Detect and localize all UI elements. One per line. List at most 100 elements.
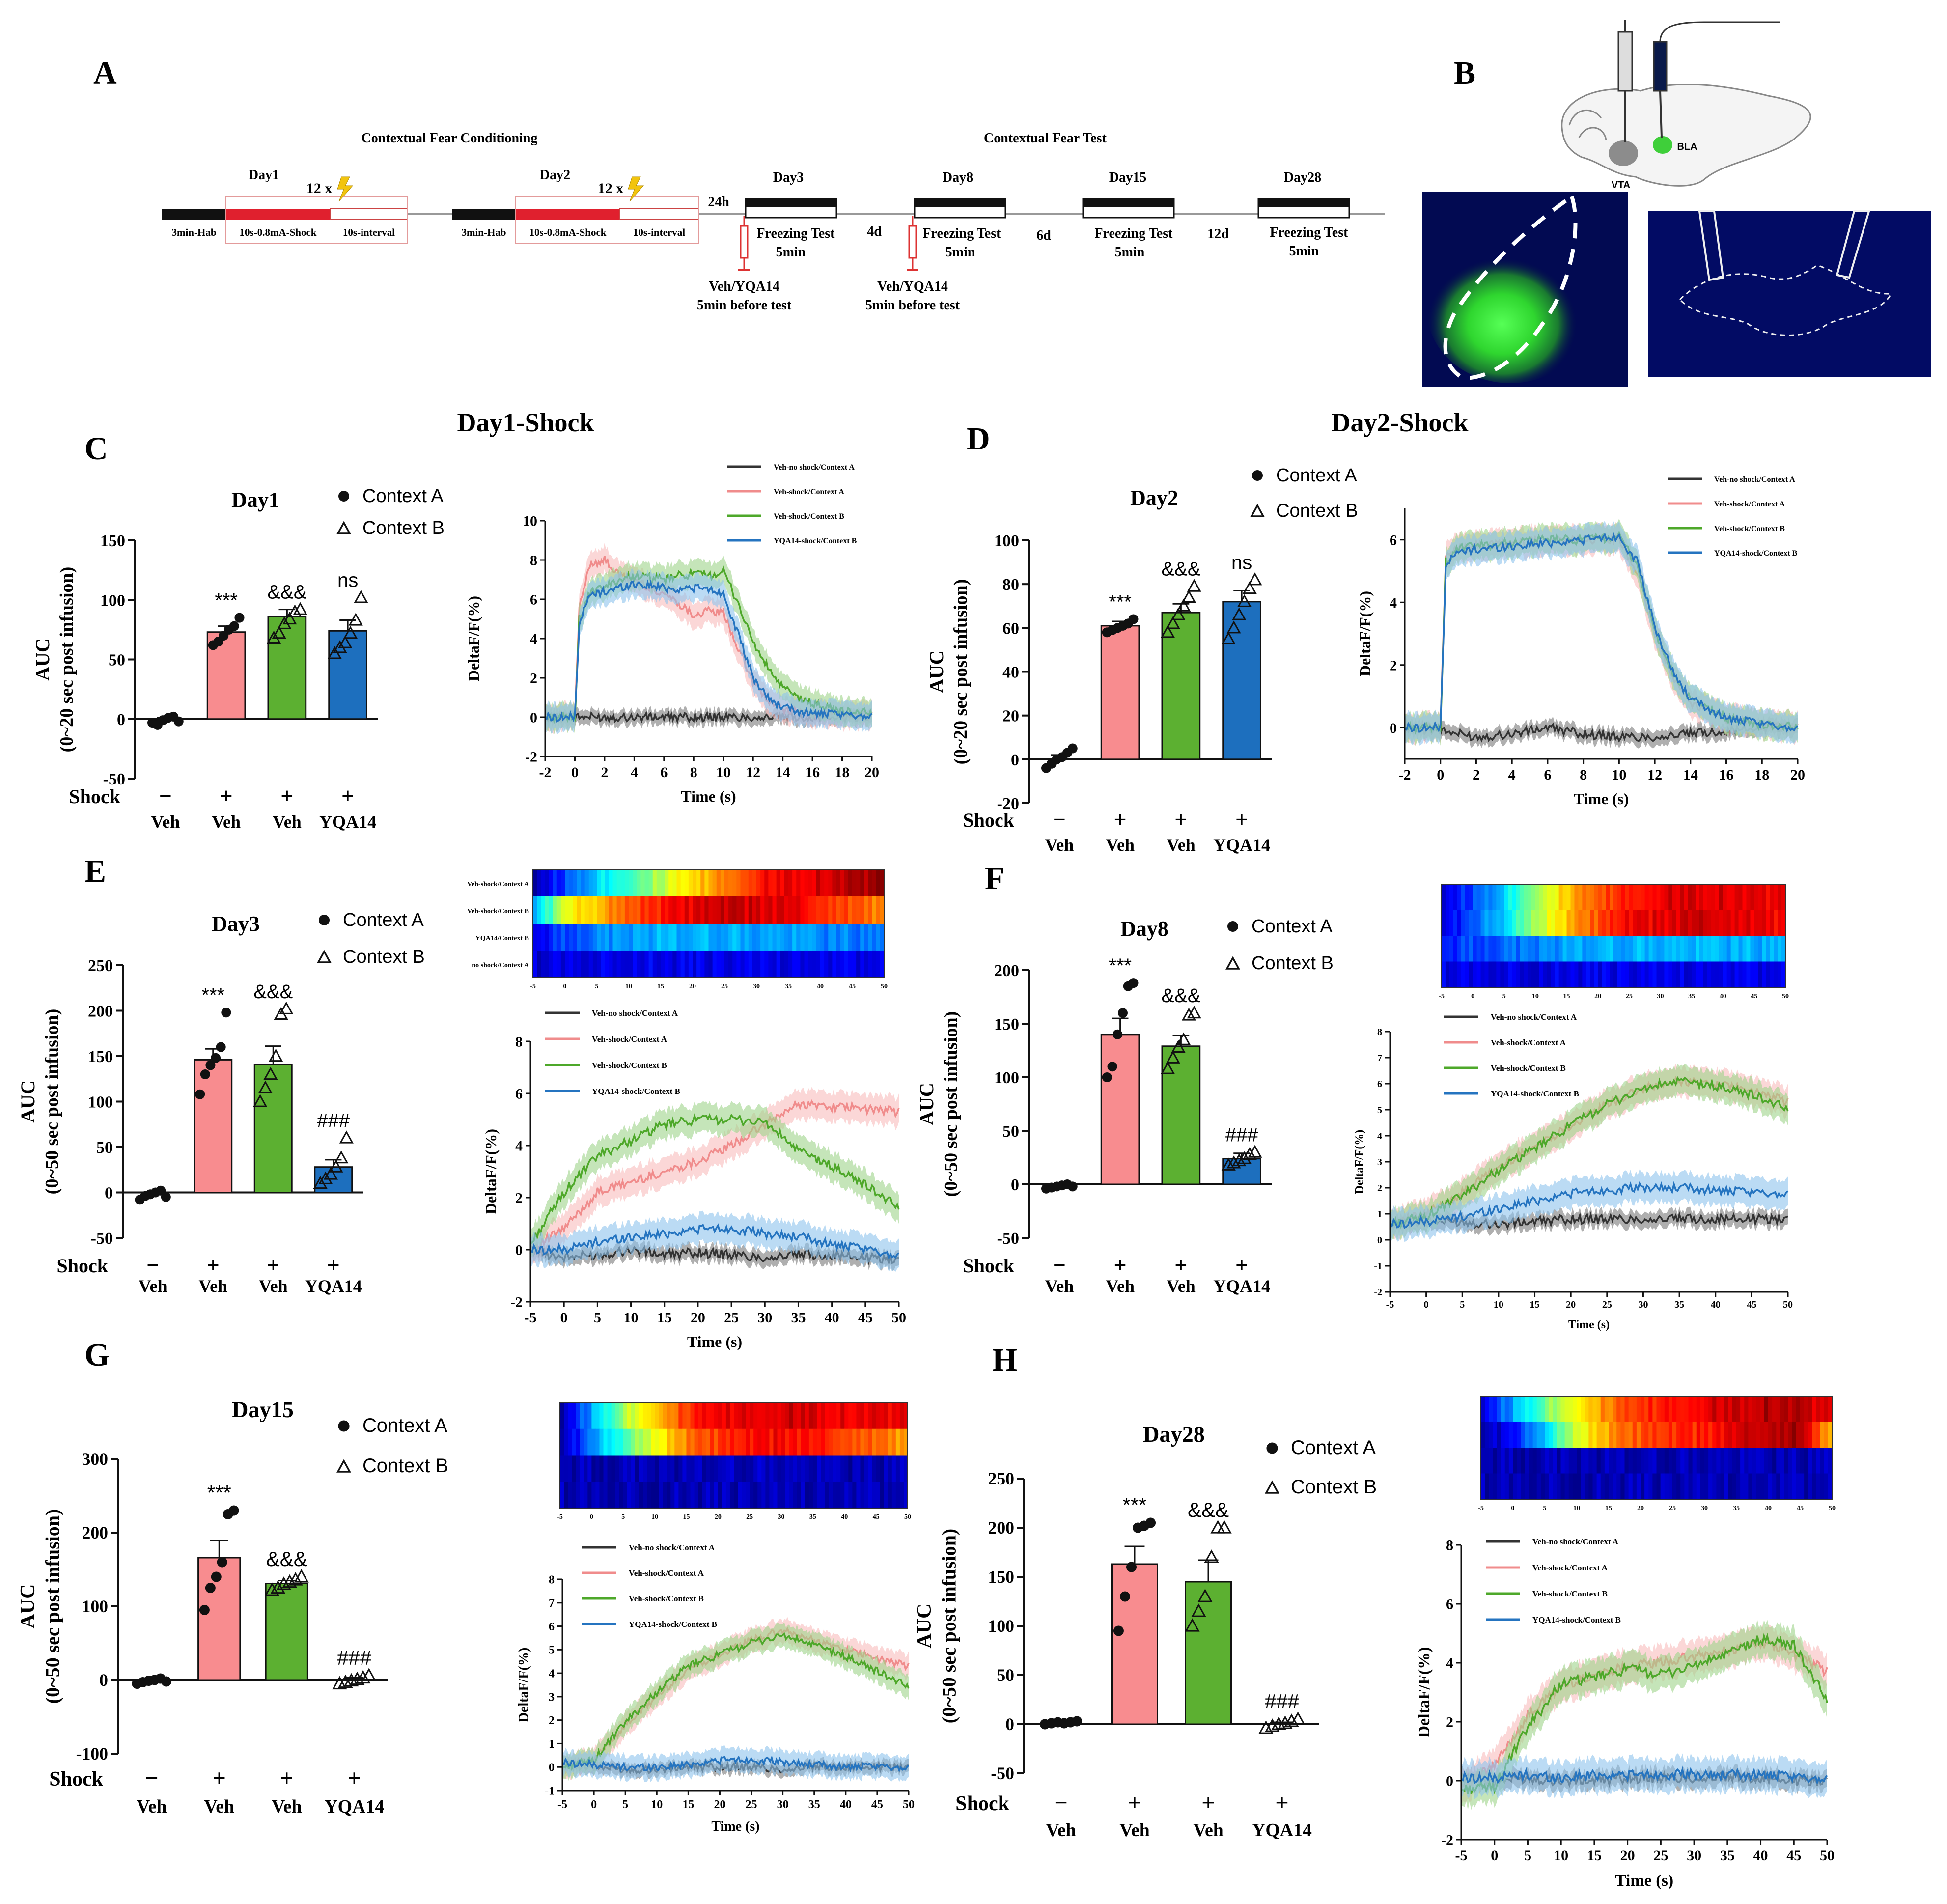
bar [1100,625,1140,760]
y-tick-label: 4 [1390,595,1397,611]
heatmap-cell [725,1455,730,1482]
heatmap-cell [1696,910,1700,936]
heatmap-cell [772,924,777,951]
heatmap-cell [1469,961,1474,988]
heatmap-cell [852,1482,857,1509]
heatmap-cell [899,1402,904,1429]
heatmap-cell [833,1428,837,1456]
heatmap-cell [560,896,565,924]
heatmap-cell [1692,936,1696,962]
data-point [339,1130,354,1144]
heatmap-cell [1732,1396,1737,1423]
heatmap-cell [573,951,577,978]
heatmap-cell [1652,884,1657,911]
heatmap-cell [1699,910,1704,936]
heatmap-cell [686,1428,691,1456]
heatmap-cell [1560,1396,1565,1423]
heatmap-x-tick-label: 0 [1471,993,1474,1000]
heatmap-cell [1778,884,1782,911]
heatmap-cell [1750,961,1754,988]
x-tick-label: 0 [560,1310,568,1326]
heatmap-cell [1516,961,1520,988]
heatmap-cell [1711,961,1716,988]
heatmap-cell [872,869,877,897]
day2-shock-count: 12 x [598,180,624,196]
heatmap-cell [800,869,805,897]
x-tick-label: 20 [714,1798,725,1811]
heatmap-cell [1652,961,1657,988]
heatmap-cell [1828,1422,1833,1448]
heatmap-cell [714,1428,719,1456]
x-tick-label: 10 [716,764,731,781]
category-label: YQA14 [324,1796,384,1817]
heatmap-cell [1762,961,1766,988]
gap-24h: 24h [708,195,729,210]
heatmap-cell [1564,1422,1569,1448]
heatmap-cell [631,1428,636,1456]
heatmap-cell [603,1455,608,1482]
data-point [1221,631,1236,644]
panel-letter-a: A [93,55,117,91]
heatmap-cell [560,1482,564,1509]
heatmap-cell [1652,1422,1657,1448]
heatmap-cell [640,924,645,951]
heatmap-cell [1724,1473,1729,1500]
heatmap-cell [1457,936,1462,962]
heatmap-cell [1776,1396,1780,1423]
heatmap-cell [623,1482,628,1509]
data-point [313,1176,328,1189]
heatmap-cell [1644,936,1649,962]
heatmap-cell [876,951,881,978]
heatmap-cell [1555,884,1559,911]
shock-sign: + [281,784,294,808]
heatmap-cell [652,951,657,978]
heatmap-x-tick-label: 45 [849,983,856,990]
heatmap-cell [1668,1396,1673,1423]
test-day15-freezing: Freezing Test [1095,226,1173,241]
gap-6d: 6d [1036,228,1051,243]
heatmap-cell [597,869,601,897]
heatmap-cell [1624,1396,1629,1423]
heatmap-cell [1485,1473,1489,1500]
heatmap-cell [1788,1396,1793,1423]
heatmap-cell [1688,1448,1693,1474]
data-point [1067,1181,1078,1192]
heatmap-cell [1641,1473,1645,1500]
y-tick-label: 10 [523,513,537,530]
x-tick-label: 5 [622,1798,628,1811]
heatmap-cell [752,924,757,951]
data-point [269,1048,283,1062]
heatmap-cell [1521,1396,1525,1423]
heatmap-cell [1598,961,1602,988]
heatmap-cell [1828,1473,1833,1500]
heatmap-cell [729,1455,734,1482]
heatmap-cell [738,1402,742,1429]
heatmap-cell [1481,1473,1485,1500]
heatmap-cell [1776,1473,1780,1500]
data-point [217,1557,227,1568]
legend-label: YQA14-shock/Context B [774,537,857,545]
heatmap-cell [764,951,769,978]
heatmap-cell [736,896,741,924]
heatmap-cell [1442,910,1446,936]
x-tick-label: 14 [1683,767,1698,783]
heatmap-cell [644,924,649,951]
heatmap-x-tick-label: 5 [1543,1505,1547,1512]
heatmap-cell [1613,884,1618,911]
heatmap-cell [903,1482,908,1509]
heatmap-cell [780,924,785,951]
heatmap-cell [1692,1396,1697,1423]
heatmap-cell [693,951,697,978]
heatmap-cell [698,1402,703,1429]
heatmap-cell [642,1402,647,1429]
heatmap-cell [1549,1473,1553,1500]
heatmap-cell [1560,1448,1565,1474]
shock-sign: + [280,1765,293,1791]
y-tick-label: 250 [88,957,113,975]
heatmap-cell [1469,910,1474,936]
bar [1222,601,1261,760]
shock-row-label: Shock [955,1792,1009,1815]
trace-chart-day28: Veh-no shock/Context AVeh-shock/Context … [1415,1537,1835,1890]
heatmap-cell [1756,1422,1761,1448]
heatmap-cell [1699,961,1704,988]
